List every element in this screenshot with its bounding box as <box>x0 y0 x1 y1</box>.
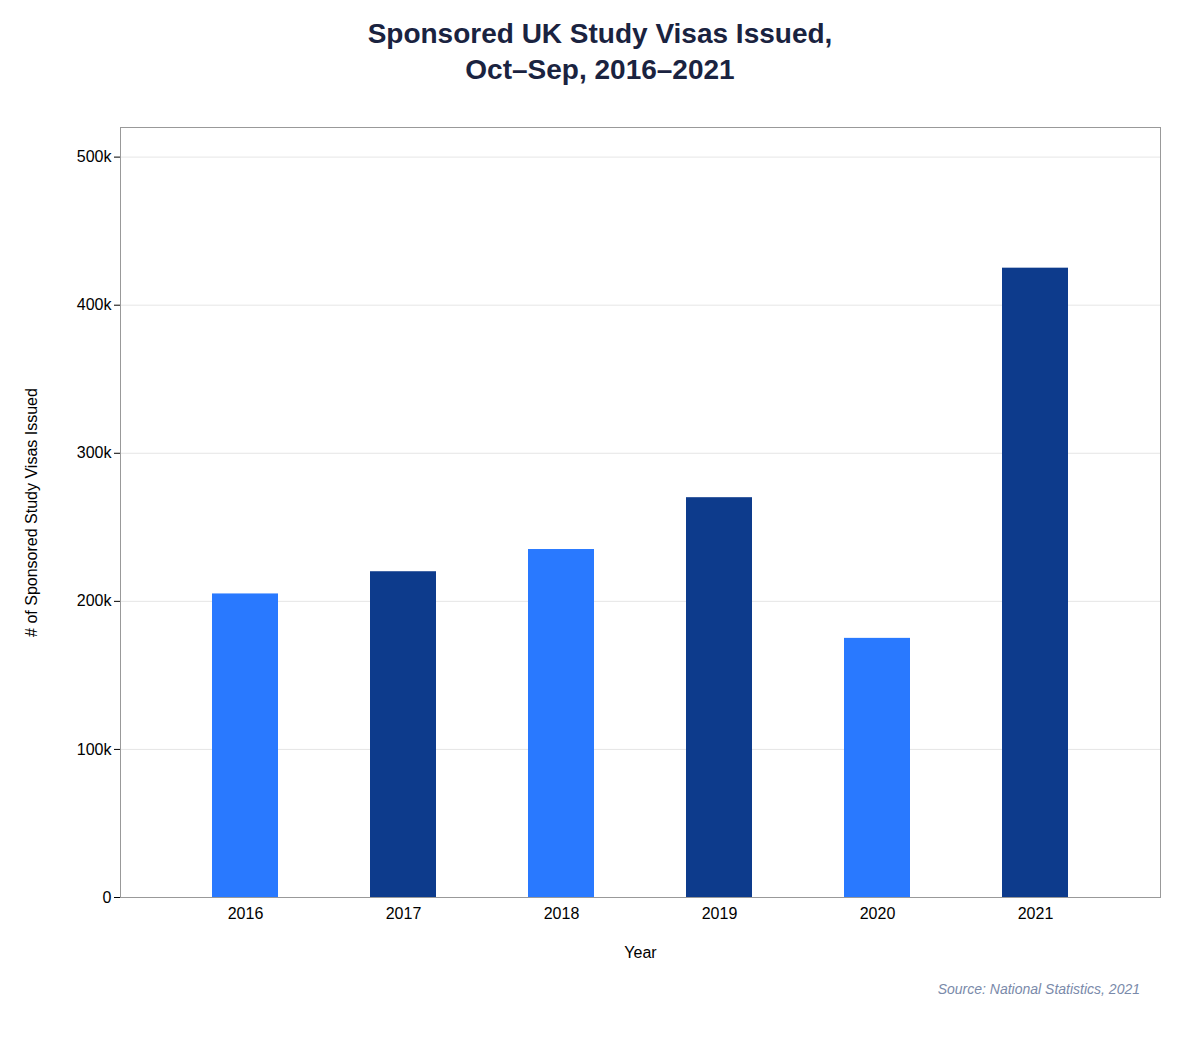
svg-text:200k: 200k <box>77 592 113 609</box>
svg-text:0: 0 <box>103 888 112 905</box>
svg-text:# of Sponsored Study Visas Iss: # of Sponsored Study Visas Issued <box>23 388 40 637</box>
svg-text:2018: 2018 <box>544 905 580 922</box>
svg-text:2016: 2016 <box>228 905 264 922</box>
svg-text:300k: 300k <box>77 444 113 461</box>
svg-text:400k: 400k <box>77 296 113 313</box>
svg-text:500k: 500k <box>77 148 113 165</box>
svg-text:Year: Year <box>624 943 657 960</box>
svg-text:2020: 2020 <box>860 905 896 922</box>
svg-text:100k: 100k <box>77 740 113 757</box>
html-text:Source: National Statistics, 2: Source: National Statistics, 2021 <box>937 980 1140 997</box>
svg-text:2021: 2021 <box>1018 905 1054 922</box>
svg-text:2019: 2019 <box>702 905 738 922</box>
html-text:Sponsored UK Study Visas Issue: Sponsored UK Study Visas Issued, Oct–Sep… <box>367 18 833 86</box>
svg-text:2017: 2017 <box>386 905 422 922</box>
